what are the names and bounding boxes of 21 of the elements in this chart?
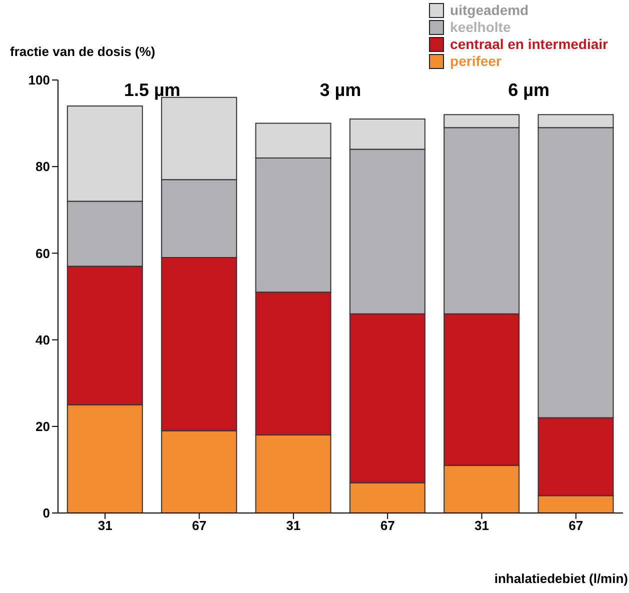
annotation: 3 µm <box>318 80 362 101</box>
y-tick-label: 80 <box>36 159 50 174</box>
y-tick-label: 40 <box>36 332 50 348</box>
y-axis-title: fractie van de dosis (%) <box>10 44 156 59</box>
annotation: 6 µm <box>507 80 551 101</box>
annotation: 1.5 µm <box>122 80 182 101</box>
text: keelholte <box>450 19 511 36</box>
x-tick-label: 31 <box>286 518 301 534</box>
y-tick-label: 20 <box>36 419 50 434</box>
legend-label: uitgeademd <box>450 2 529 19</box>
legend-label: centraal en intermediair <box>450 36 608 53</box>
legend-label: perifeer <box>450 53 502 70</box>
x-axis-title: inhalatiedebiet (l/min) <box>494 571 628 586</box>
x-tick-label: 31 <box>474 518 489 534</box>
y-tick-label: 100 <box>28 72 50 88</box>
x-tick-label: 67 <box>380 518 395 534</box>
x-tick-label: 67 <box>192 518 206 534</box>
x-tick-label: 67 <box>568 518 584 534</box>
x-tick-label: 31 <box>98 518 112 534</box>
y-tick-label: 0 <box>42 506 50 521</box>
y-tick-label: 60 <box>36 246 50 261</box>
